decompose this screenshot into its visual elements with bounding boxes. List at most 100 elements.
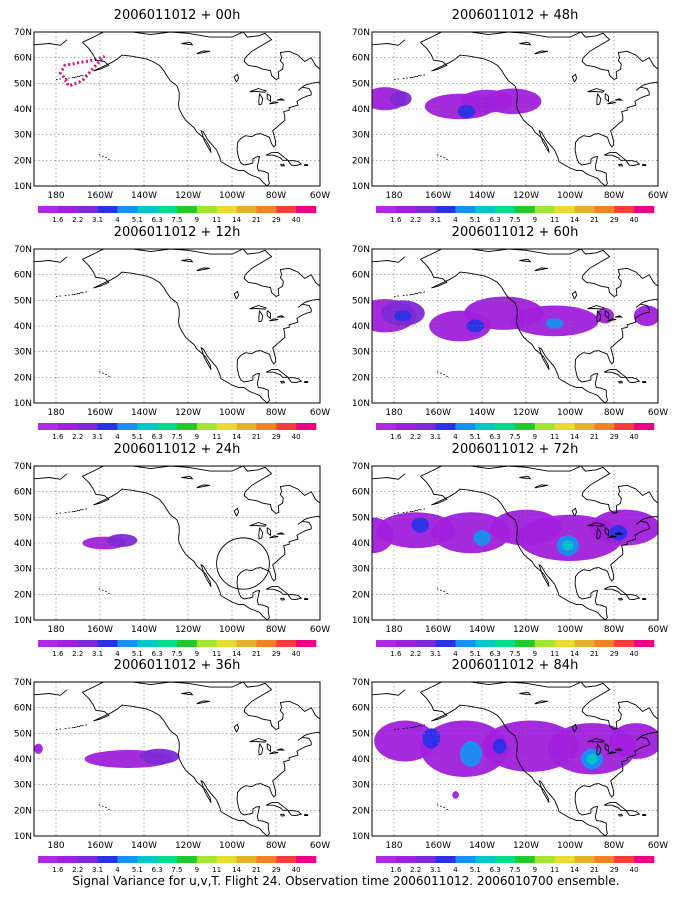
lon-tick-label: 60W (648, 625, 668, 635)
colorbar-swatch (77, 640, 98, 647)
colorbar-swatch (574, 640, 595, 647)
colorbar-label: 6.3 (152, 433, 163, 441)
colorbar-swatch (256, 640, 277, 647)
colorbar-label: 3.1 (92, 433, 103, 441)
map-frame (371, 465, 659, 621)
lon-tick-label: 120W (175, 625, 201, 635)
colorbar-label: 14 (232, 650, 241, 658)
lat-tick-label: 50N (14, 296, 32, 306)
lat-tick-label: 30N (14, 781, 32, 791)
colorbar-label: 1.6 (390, 866, 402, 874)
lon-tick-label: 180 (47, 841, 64, 851)
variance-contour (389, 91, 412, 107)
colorbar-swatch (614, 856, 635, 863)
map-plot: 70N 60N 50N 40N 30N 20N 10N 180 160W 140W 120W 100W… (14, 245, 330, 441)
colorbar-label: 29 (610, 216, 619, 224)
coastline (372, 682, 658, 836)
colorbar-label: 29 (272, 216, 281, 224)
lon-tick-label: 80W (604, 625, 624, 635)
lon-tick-label: 180 (47, 191, 64, 201)
colorbar-swatch (634, 640, 655, 647)
colorbar-swatch (376, 423, 397, 430)
figure-caption: Signal Variance for u,v,T. Flight 24. Ob… (72, 874, 620, 888)
colorbar-label: 14 (570, 433, 579, 441)
variance-contour (457, 105, 476, 118)
colorbar: 1.6 2.2 3.1 4 5.1 6.3 7.5 9 11 14 21 29 40 (376, 206, 655, 224)
colorbar-label: 3.1 (92, 650, 103, 658)
panel-title: 2006011012 + 36h (113, 658, 241, 673)
colorbar-swatch (435, 206, 456, 213)
colorbar-swatch (475, 423, 496, 430)
panel-title: 2006011012 + 12h (113, 225, 241, 240)
colorbar-label: 21 (252, 866, 261, 874)
coastline (34, 466, 320, 620)
lon-tick-label: 60W (648, 408, 668, 418)
panel-12h: 2006011012 + 12h 70N 60N 50N 40N 30N 20N 10N 18… (12, 225, 342, 441)
lat-tick-label: 20N (14, 806, 32, 816)
variance-contour (106, 534, 138, 547)
colorbar-swatch (117, 856, 138, 863)
colorbar-label: 4 (453, 433, 458, 441)
colorbar-swatch (554, 423, 575, 430)
map-area (34, 682, 320, 836)
colorbar-label: 1.6 (52, 433, 64, 441)
lat-tick-label: 50N (352, 296, 370, 306)
lon-tick-label: 60W (310, 408, 330, 418)
gridlines (34, 682, 320, 836)
colorbar-label: 9 (533, 650, 537, 658)
lat-tick-label: 20N (352, 806, 370, 816)
colorbar-label: 6.3 (490, 866, 501, 874)
colorbar-label: 6.3 (152, 866, 163, 874)
gridlines (34, 249, 320, 403)
lat-tick-label: 30N (14, 565, 32, 575)
colorbar-swatch (157, 423, 178, 430)
colorbar-swatch (415, 640, 436, 647)
colorbar-label: 11 (212, 216, 221, 224)
colorbar-label: 40 (630, 216, 639, 224)
colorbar-swatch (296, 423, 317, 430)
colorbar-swatch (455, 640, 476, 647)
lat-tick-label: 40N (352, 539, 370, 549)
lat-tick-label: 50N (14, 79, 32, 89)
colorbar-swatch (495, 206, 516, 213)
lon-tick-label: 160W (87, 408, 113, 418)
colorbar-swatch (395, 206, 417, 213)
map-area (34, 466, 320, 620)
colorbar-swatch (38, 206, 59, 213)
colorbar-swatch (216, 206, 237, 213)
colorbar-swatch (216, 856, 237, 863)
coastline (372, 249, 658, 403)
lat-tick-label: 70N (14, 678, 32, 688)
lat-tick-label: 30N (352, 565, 370, 575)
colorbar-label: 4 (115, 433, 120, 441)
colorbar-swatch (395, 856, 417, 863)
panel-36h: 2006011012 + 36h 70N 60N 50N 40N 30N 20N 10N 18… (12, 658, 342, 874)
lat-tick-label: 30N (352, 131, 370, 141)
lat-tick-label: 30N (14, 131, 32, 141)
lon-tick-label: 100W (219, 625, 245, 635)
map-frame (33, 465, 321, 621)
panel-60h: 2006011012 + 60h 70N 60N 50N 40N 30N 20N 10N 18… (350, 225, 680, 441)
gridlines (372, 682, 658, 836)
colorbar-label: 7.5 (171, 866, 182, 874)
lat-tick-label: 40N (14, 105, 32, 115)
colorbar-swatch (97, 206, 118, 213)
lat-tick-label: 70N (14, 462, 32, 472)
colorbar-swatch (216, 640, 237, 647)
coastline (34, 32, 320, 186)
colorbar-label: 29 (610, 433, 619, 441)
colorbar-label: 7.5 (171, 216, 182, 224)
colorbar-swatch (77, 206, 98, 213)
lat-tick-label: 40N (352, 755, 370, 765)
lon-tick-label: 100W (557, 841, 583, 851)
colorbar-label: 5.1 (470, 433, 481, 441)
variance-contour (466, 319, 485, 333)
colorbar-label: 14 (570, 866, 579, 874)
panel-72h: 2006011012 + 72h 70N 60N 50N 40N 30N 20N 10N 18… (350, 442, 680, 658)
lon-tick-label: 120W (513, 841, 539, 851)
lon-tick-label: 80W (604, 408, 624, 418)
colorbar-swatch (296, 856, 317, 863)
lon-tick-label: 140W (469, 841, 495, 851)
lon-tick-label: 60W (648, 191, 668, 201)
variance-contour (562, 540, 574, 551)
